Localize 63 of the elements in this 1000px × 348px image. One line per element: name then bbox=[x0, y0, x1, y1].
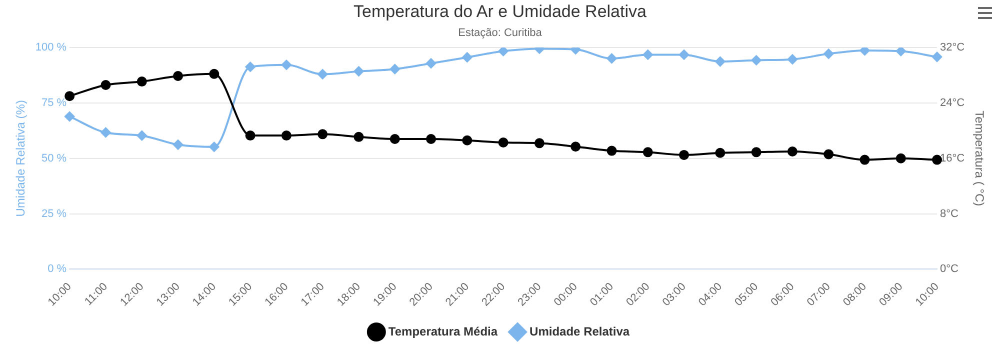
point bbox=[824, 149, 834, 160]
point bbox=[354, 132, 364, 142]
point bbox=[281, 60, 292, 70]
point bbox=[100, 80, 111, 90]
point bbox=[245, 130, 256, 141]
y2-axis-title: Temperatura ( °C) bbox=[972, 110, 986, 206]
point bbox=[932, 52, 942, 62]
point bbox=[318, 129, 328, 140]
point bbox=[715, 56, 726, 67]
point bbox=[715, 148, 726, 158]
point bbox=[679, 150, 690, 160]
point bbox=[354, 66, 364, 76]
point bbox=[136, 130, 147, 141]
point bbox=[570, 142, 581, 152]
point bbox=[462, 135, 472, 146]
point bbox=[100, 127, 111, 138]
point bbox=[606, 146, 617, 156]
point bbox=[860, 154, 870, 165]
point bbox=[390, 134, 400, 144]
point bbox=[245, 62, 256, 72]
point bbox=[860, 48, 870, 56]
y2-tick-label: 16°C bbox=[940, 152, 965, 164]
y2-tick-label: 0°C bbox=[940, 263, 959, 276]
point bbox=[173, 70, 184, 81]
y2-tick-label: 32°C bbox=[940, 42, 965, 54]
y-tick-label: 50 % bbox=[42, 152, 67, 164]
point bbox=[606, 53, 617, 64]
chart-subtitle: Estação: Curitiba bbox=[458, 27, 543, 40]
point bbox=[824, 48, 834, 59]
y-tick-label: 100 % bbox=[35, 42, 67, 54]
point bbox=[426, 134, 436, 144]
point bbox=[679, 50, 690, 60]
point bbox=[209, 68, 220, 79]
point bbox=[209, 142, 220, 152]
point bbox=[751, 55, 762, 66]
y-axis-title: Umidade Relativa (%) bbox=[14, 100, 28, 217]
y-tick-label: 75 % bbox=[42, 97, 67, 110]
point bbox=[498, 48, 508, 56]
point bbox=[426, 58, 436, 68]
point bbox=[534, 138, 544, 148]
y-tick-label: 0 % bbox=[48, 263, 67, 276]
y-tick-label: 25 % bbox=[42, 208, 67, 220]
point bbox=[751, 147, 762, 158]
point bbox=[390, 64, 400, 74]
y2-tick-label: 8°C bbox=[940, 208, 959, 220]
legend-label: Umidade Relativa bbox=[530, 324, 630, 338]
point bbox=[896, 153, 906, 164]
point bbox=[136, 76, 147, 87]
point bbox=[64, 91, 75, 102]
chart-title: Temperatura do Ar e Umidade Relativa bbox=[354, 2, 648, 21]
y2-tick-label: 24°C bbox=[940, 97, 965, 110]
point bbox=[281, 130, 292, 141]
point bbox=[498, 137, 508, 148]
point bbox=[787, 54, 798, 64]
point bbox=[318, 69, 328, 80]
point bbox=[64, 112, 75, 122]
point bbox=[896, 48, 906, 56]
point bbox=[462, 52, 472, 62]
point bbox=[642, 50, 653, 60]
point bbox=[173, 140, 184, 150]
point bbox=[787, 146, 798, 156]
point bbox=[642, 147, 653, 158]
legend-label: Temperatura Média bbox=[388, 324, 498, 338]
